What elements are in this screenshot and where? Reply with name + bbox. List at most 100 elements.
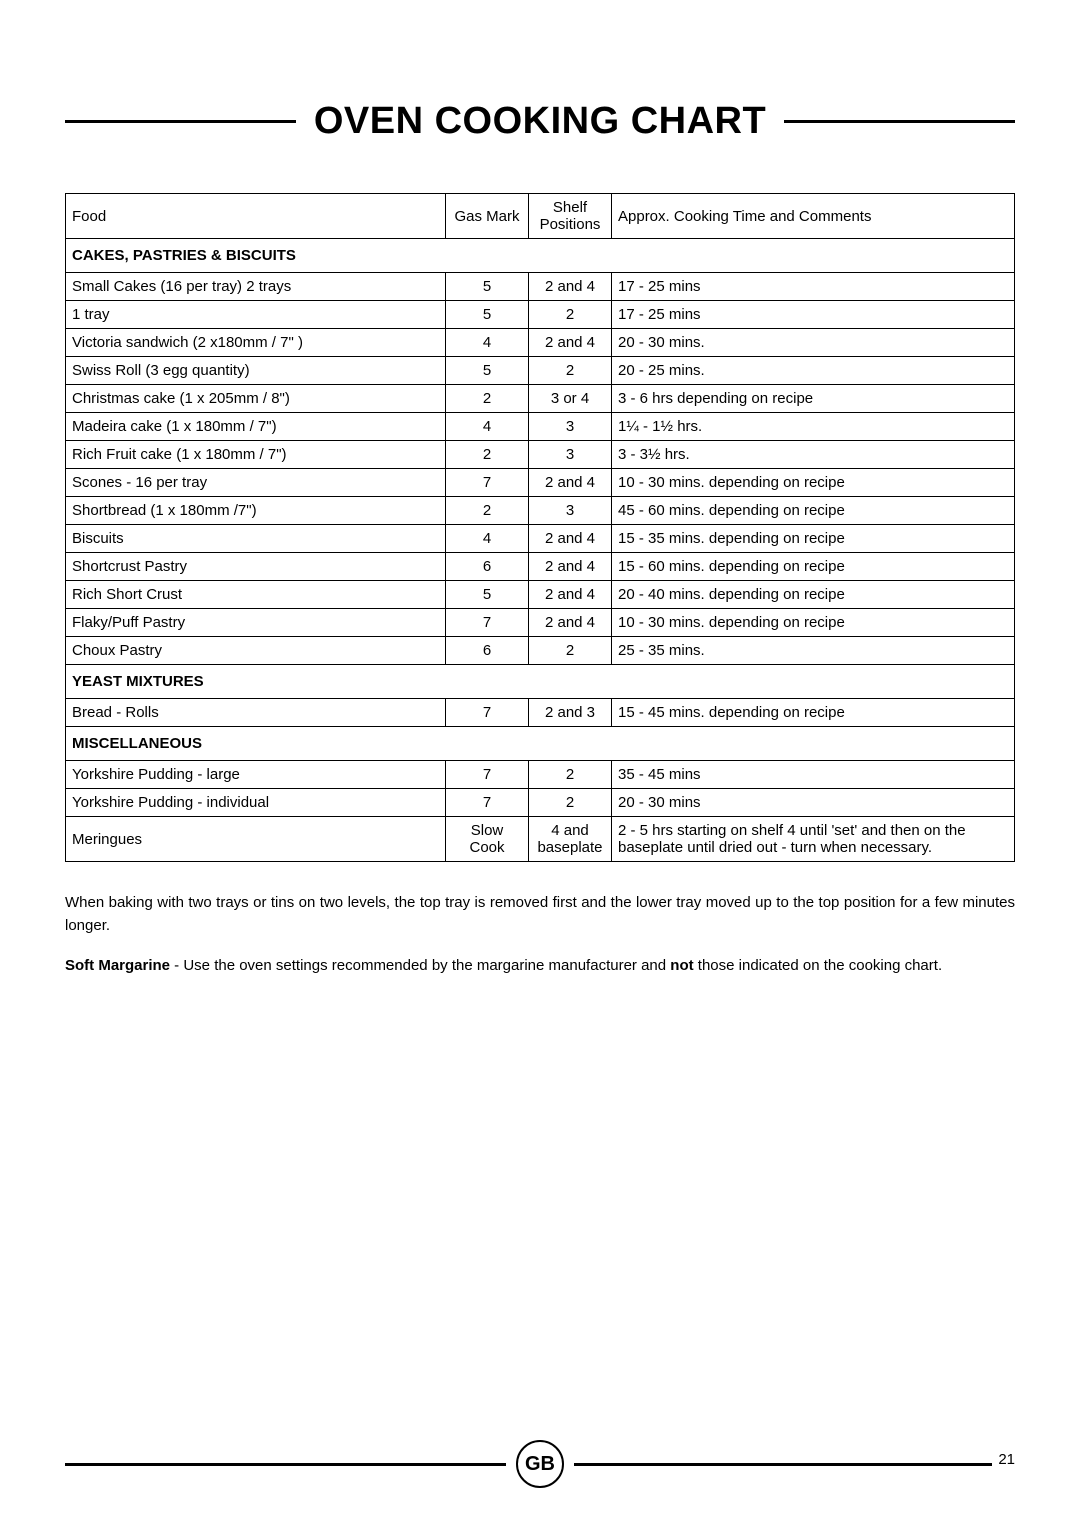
cell-comments: 17 - 25 mins: [612, 273, 1015, 301]
cell-gas-mark: 4: [446, 329, 529, 357]
cell-shelf: 2: [529, 637, 612, 665]
cell-gas-mark: 7: [446, 469, 529, 497]
cell-food: Rich Short Crust: [66, 581, 446, 609]
cell-comments: 3 - 6 hrs depending on recipe: [612, 385, 1015, 413]
cell-food: Scones - 16 per tray: [66, 469, 446, 497]
note-bold-2: not: [670, 957, 693, 974]
cell-food: Madeira cake (1 x 180mm / 7"): [66, 413, 446, 441]
cooking-chart-table: Food Gas Mark Shelf Positions Approx. Co…: [65, 193, 1015, 862]
cell-comments: 15 - 60 mins. depending on recipe: [612, 553, 1015, 581]
col-header-comments: Approx. Cooking Time and Comments: [612, 194, 1015, 239]
cell-gas-mark: 5: [446, 581, 529, 609]
cell-shelf: 3: [529, 497, 612, 525]
cell-shelf: 2 and 4: [529, 273, 612, 301]
cell-food: Rich Fruit cake (1 x 180mm / 7"): [66, 441, 446, 469]
cell-shelf: 2 and 4: [529, 525, 612, 553]
cell-gas-mark: 5: [446, 301, 529, 329]
note-para-1: When baking with two trays or tins on tw…: [65, 892, 1015, 937]
cell-food: Shortbread (1 x 180mm /7"): [66, 497, 446, 525]
cell-comments: 15 - 35 mins. depending on recipe: [612, 525, 1015, 553]
table-row: Shortcrust Pastry62 and 415 - 60 mins. d…: [66, 553, 1015, 581]
cell-shelf: 2 and 3: [529, 699, 612, 727]
table-row: Victoria sandwich (2 x180mm / 7" )42 and…: [66, 329, 1015, 357]
cell-gas-mark: 2: [446, 385, 529, 413]
section-heading-row: YEAST MIXTURES: [66, 665, 1015, 699]
cell-food: Christmas cake (1 x 205mm / 8"): [66, 385, 446, 413]
cell-shelf: 2 and 4: [529, 581, 612, 609]
cell-food: Bread - Rolls: [66, 699, 446, 727]
cell-gas-mark: 5: [446, 357, 529, 385]
note-para-2: Soft Margarine - Use the oven settings r…: [65, 955, 1015, 978]
cell-comments: 2 - 5 hrs starting on shelf 4 until 'set…: [612, 817, 1015, 862]
cell-shelf: 2: [529, 789, 612, 817]
cell-food: 1 tray: [66, 301, 446, 329]
cell-gas-mark: Slow Cook: [446, 817, 529, 862]
cell-gas-mark: 7: [446, 699, 529, 727]
cell-shelf: 3 or 4: [529, 385, 612, 413]
cell-comments: 10 - 30 mins. depending on recipe: [612, 469, 1015, 497]
cell-comments: 17 - 25 mins: [612, 301, 1015, 329]
section-heading: YEAST MIXTURES: [66, 665, 1015, 699]
cell-shelf: 2 and 4: [529, 469, 612, 497]
col-header-food: Food: [66, 194, 446, 239]
cell-food: Victoria sandwich (2 x180mm / 7" ): [66, 329, 446, 357]
section-heading-row: CAKES, PASTRIES & BISCUITS: [66, 239, 1015, 273]
table-row: Rich Short Crust52 and 420 - 40 mins. de…: [66, 581, 1015, 609]
cell-gas-mark: 4: [446, 413, 529, 441]
cell-food: Choux Pastry: [66, 637, 446, 665]
cell-food: Small Cakes (16 per tray) 2 trays: [66, 273, 446, 301]
page: OVEN COOKING CHART Food Gas Mark Shelf P…: [0, 0, 1080, 1528]
table-row: Biscuits42 and 415 - 35 mins. depending …: [66, 525, 1015, 553]
cell-comments: 35 - 45 mins: [612, 761, 1015, 789]
cell-comments: 3 - 3½ hrs.: [612, 441, 1015, 469]
table-row: Shortbread (1 x 180mm /7")2345 - 60 mins…: [66, 497, 1015, 525]
table-row: Yorkshire Pudding - individual7220 - 30 …: [66, 789, 1015, 817]
cell-comments: 20 - 40 mins. depending on recipe: [612, 581, 1015, 609]
page-title: OVEN COOKING CHART: [296, 100, 784, 143]
table-row: Bread - Rolls72 and 315 - 45 mins. depen…: [66, 699, 1015, 727]
cell-gas-mark: 7: [446, 609, 529, 637]
table-row: Madeira cake (1 x 180mm / 7")431¼ - 1½ h…: [66, 413, 1015, 441]
cell-gas-mark: 6: [446, 637, 529, 665]
section-heading: MISCELLANEOUS: [66, 727, 1015, 761]
note-text-2: those indicated on the cooking chart.: [694, 957, 943, 974]
table-row: MeringuesSlow Cook4 and baseplate2 - 5 h…: [66, 817, 1015, 862]
table-row: Rich Fruit cake (1 x 180mm / 7")233 - 3½…: [66, 441, 1015, 469]
cell-shelf: 3: [529, 441, 612, 469]
cell-shelf: 2 and 4: [529, 609, 612, 637]
table-row: Christmas cake (1 x 205mm / 8")23 or 43 …: [66, 385, 1015, 413]
cell-shelf: 2 and 4: [529, 329, 612, 357]
cell-comments: 20 - 25 mins.: [612, 357, 1015, 385]
title-rule-left: [65, 120, 296, 123]
table-row: Small Cakes (16 per tray) 2 trays52 and …: [66, 273, 1015, 301]
table-row: 1 tray5217 - 25 mins: [66, 301, 1015, 329]
cell-gas-mark: 7: [446, 761, 529, 789]
cell-food: Yorkshire Pudding - individual: [66, 789, 446, 817]
table-body: CAKES, PASTRIES & BISCUITSSmall Cakes (1…: [66, 239, 1015, 862]
table-row: Swiss Roll (3 egg quantity)5220 - 25 min…: [66, 357, 1015, 385]
title-row: OVEN COOKING CHART: [65, 100, 1015, 143]
cell-food: Shortcrust Pastry: [66, 553, 446, 581]
cell-food: Yorkshire Pudding - large: [66, 761, 446, 789]
cell-comments: 1¼ - 1½ hrs.: [612, 413, 1015, 441]
cell-shelf: 2: [529, 301, 612, 329]
cell-shelf: 2: [529, 357, 612, 385]
cell-comments: 15 - 45 mins. depending on recipe: [612, 699, 1015, 727]
cell-gas-mark: 5: [446, 273, 529, 301]
table-row: Flaky/Puff Pastry72 and 410 - 30 mins. d…: [66, 609, 1015, 637]
cell-food: Meringues: [66, 817, 446, 862]
cell-gas-mark: 4: [446, 525, 529, 553]
table-row: Scones - 16 per tray72 and 410 - 30 mins…: [66, 469, 1015, 497]
footer-rule-right: 21: [574, 1463, 1015, 1466]
table-head: Food Gas Mark Shelf Positions Approx. Co…: [66, 194, 1015, 239]
title-rule-right: [784, 120, 1015, 123]
cell-comments: 20 - 30 mins.: [612, 329, 1015, 357]
page-number: 21: [992, 1451, 1015, 1468]
cell-gas-mark: 2: [446, 441, 529, 469]
table-row: Choux Pastry6225 - 35 mins.: [66, 637, 1015, 665]
cell-gas-mark: 6: [446, 553, 529, 581]
note-bold-1: Soft Margarine: [65, 957, 170, 974]
footer-rule-left: [65, 1463, 506, 1466]
cell-shelf: 3: [529, 413, 612, 441]
cell-shelf: 4 and baseplate: [529, 817, 612, 862]
